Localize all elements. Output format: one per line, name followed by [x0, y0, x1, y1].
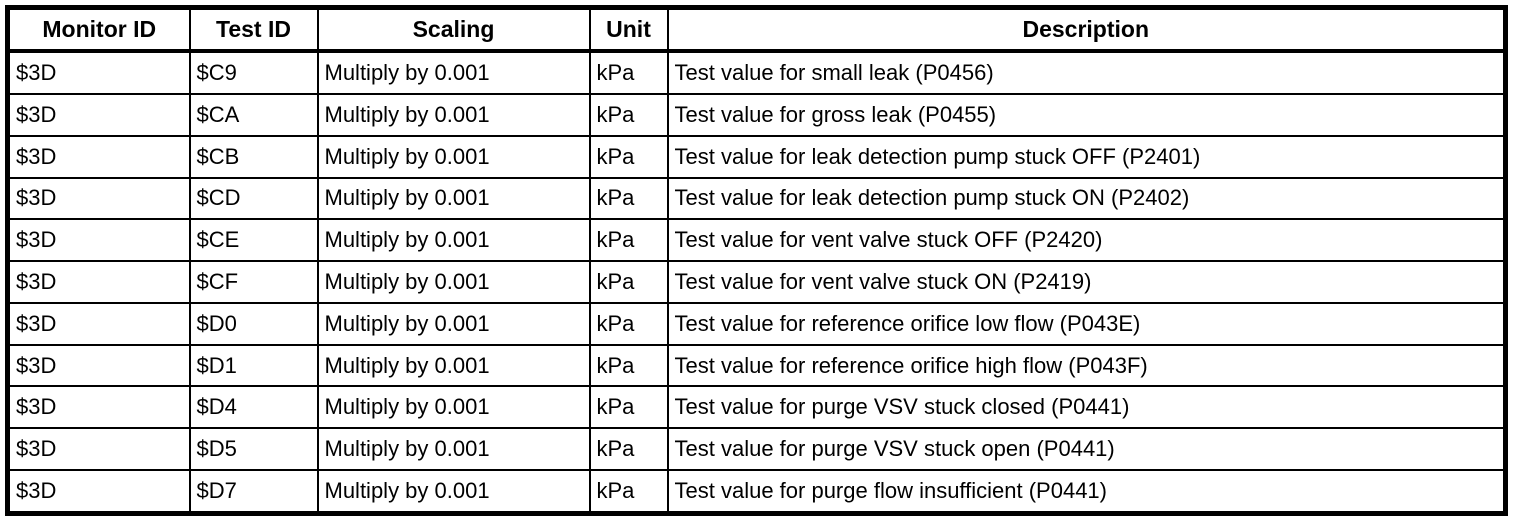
- cell-test-id: $D7: [188, 468, 319, 515]
- cell-unit: kPa: [588, 176, 669, 221]
- cell-unit: kPa: [588, 301, 669, 346]
- table-row: $3D $CE Multiply by 0.001 kPa Test value for…: [6, 218, 1507, 263]
- cell-scaling: Multiply by 0.001: [316, 134, 591, 179]
- table-header-row: Monitor ID Test ID Scaling Unit Descript…: [6, 6, 1507, 53]
- cell-unit: kPa: [588, 92, 669, 137]
- table-row: $3D $CA Multiply by 0.001 kPa Test value for…: [6, 92, 1507, 137]
- cell-test-id: $D5: [188, 427, 319, 471]
- cell-scaling: Multiply by 0.001: [316, 427, 591, 471]
- cell-monitor-id: $3D: [6, 468, 191, 515]
- cell-monitor-id: $3D: [6, 218, 191, 263]
- cell-scaling: Multiply by 0.001: [316, 176, 591, 221]
- table-row: $3D $D0 Multiply by 0.001 kPa Test value for…: [6, 301, 1507, 346]
- table-row: $3D $D1 Multiply by 0.001 kPa Test value for…: [6, 343, 1507, 388]
- cell-scaling: Multiply by 0.001: [316, 343, 591, 388]
- table-header: Monitor ID Test ID Scaling Unit Descript…: [6, 6, 1507, 53]
- cell-test-id: $CF: [188, 260, 319, 304]
- column-header-unit: Unit: [588, 6, 669, 53]
- table-row: $3D $CD Multiply by 0.001 kPa Test value for…: [6, 176, 1507, 221]
- cell-test-id: $CD: [188, 176, 319, 221]
- cell-unit: kPa: [588, 134, 669, 179]
- cell-unit: kPa: [588, 427, 669, 471]
- table-row: $3D $D5 Multiply by 0.001 kPa Test value for…: [6, 427, 1507, 471]
- cell-test-id: $D4: [188, 385, 319, 430]
- cell-description: Test value for leak detection pump stuck…: [666, 176, 1507, 221]
- cell-description: Test value for reference orifice high fl…: [666, 343, 1507, 388]
- cell-test-id: $C9: [188, 50, 319, 95]
- cell-test-id: $D0: [188, 301, 319, 346]
- cell-monitor-id: $3D: [6, 92, 191, 137]
- cell-description: Test value for vent valve stuck ON (P241…: [666, 260, 1507, 304]
- cell-monitor-id: $3D: [6, 260, 191, 304]
- cell-description: Test value for vent valve stuck OFF (P24…: [666, 218, 1507, 263]
- cell-unit: kPa: [588, 343, 669, 388]
- column-header-description: Description: [666, 6, 1507, 53]
- cell-unit: kPa: [588, 218, 669, 263]
- cell-description: Test value for leak detection pump stuck…: [666, 134, 1507, 179]
- cell-test-id: $CA: [188, 92, 319, 137]
- table-row: $3D $C9 Multiply by 0.001 kPa Test value for…: [6, 50, 1507, 95]
- cell-description: Test value for purge VSV stuck open (P04…: [666, 427, 1507, 471]
- cell-monitor-id: $3D: [6, 176, 191, 221]
- cell-unit: kPa: [588, 50, 669, 95]
- cell-unit: kPa: [588, 385, 669, 430]
- cell-scaling: Multiply by 0.001: [316, 301, 591, 346]
- column-header-scaling: Scaling: [316, 6, 591, 53]
- cell-monitor-id: $3D: [6, 385, 191, 430]
- table-row: $3D $D7 Multiply by 0.001 kPa Test value for…: [6, 468, 1507, 515]
- column-header-test-id: Test ID: [188, 6, 319, 53]
- cell-description: Test value for purge VSV stuck closed (P…: [666, 385, 1507, 430]
- cell-scaling: Multiply by 0.001: [316, 92, 591, 137]
- table-row: $3D $D4 Multiply by 0.001 kPa Test value for…: [6, 385, 1507, 430]
- cell-monitor-id: $3D: [6, 50, 191, 95]
- cell-test-id: $D1: [188, 343, 319, 388]
- table-row: $3D $CF Multiply by 0.001 kPa Test value for…: [6, 260, 1507, 304]
- cell-test-id: $CB: [188, 134, 319, 179]
- cell-monitor-id: $3D: [6, 427, 191, 471]
- cell-description: Test value for reference orifice low flo…: [666, 301, 1507, 346]
- cell-monitor-id: $3D: [6, 301, 191, 346]
- cell-monitor-id: $3D: [6, 134, 191, 179]
- cell-description: Test value for small leak (P0456): [666, 50, 1507, 95]
- cell-scaling: Multiply by 0.001: [316, 50, 591, 95]
- cell-description: Test value for purge flow insufficient (…: [666, 468, 1507, 515]
- cell-test-id: $CE: [188, 218, 319, 263]
- cell-scaling: Multiply by 0.001: [316, 385, 591, 430]
- test-values-table: Monitor ID Test ID Scaling Unit Descript…: [5, 5, 1508, 516]
- cell-description: Test value for gross leak (P0455): [666, 92, 1507, 137]
- table-body: $3D $C9 Multiply by 0.001 kPa Test value for…: [6, 50, 1507, 515]
- cell-scaling: Multiply by 0.001: [316, 468, 591, 515]
- cell-unit: kPa: [588, 468, 669, 515]
- cell-unit: kPa: [588, 260, 669, 304]
- cell-scaling: Multiply by 0.001: [316, 260, 591, 304]
- cell-monitor-id: $3D: [6, 343, 191, 388]
- cell-scaling: Multiply by 0.001: [316, 218, 591, 263]
- table-row: $3D $CB Multiply by 0.001 kPa Test value for…: [6, 134, 1507, 179]
- column-header-monitor-id: Monitor ID: [6, 6, 191, 53]
